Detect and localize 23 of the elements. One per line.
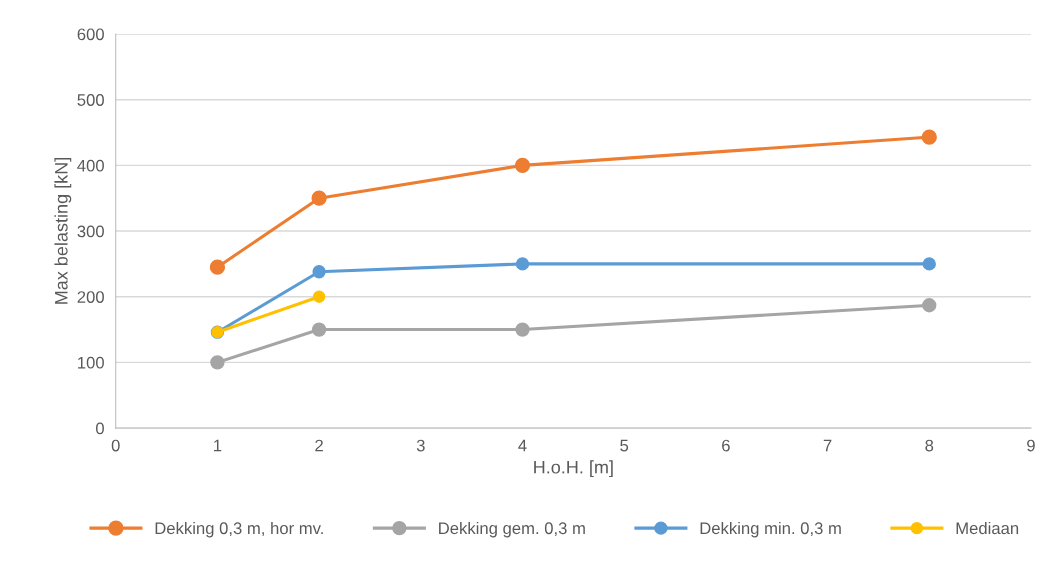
- y-axis-title: Max belasting [kN]: [54, 158, 72, 304]
- y-tick-label: 500: [77, 94, 104, 106]
- y-tick-label: 300: [77, 225, 104, 238]
- legend-label: Mediaan: [956, 521, 1019, 535]
- y-tick-label: 100: [78, 356, 104, 369]
- y-tick-label: 600: [77, 28, 104, 41]
- x-axis-title: H.o.H. [m]: [534, 460, 613, 478]
- x-tick-label: 5: [620, 439, 629, 452]
- x-tick-label: 3: [416, 439, 425, 452]
- x-tick-label: 4: [518, 439, 527, 452]
- x-tick-label: 7: [823, 439, 832, 452]
- x-tick-label: 2: [315, 439, 323, 452]
- x-tick-label: 8: [925, 439, 934, 452]
- legend-label: Dekking min. 0,3 m: [700, 521, 841, 538]
- x-tick-label: 6: [722, 439, 730, 452]
- y-tick-label: 400: [77, 159, 104, 172]
- x-tick-label: 9: [1027, 439, 1035, 452]
- y-tick-label: 200: [77, 291, 104, 303]
- y-tick-label: 0: [95, 422, 104, 435]
- x-tick-label: 1: [214, 439, 222, 452]
- x-tick-label: 0: [111, 439, 120, 452]
- legend-label: Dekking gem. 0,3 m: [439, 521, 585, 538]
- legend-label: Dekking 0,3 m, hor mv.: [155, 521, 323, 538]
